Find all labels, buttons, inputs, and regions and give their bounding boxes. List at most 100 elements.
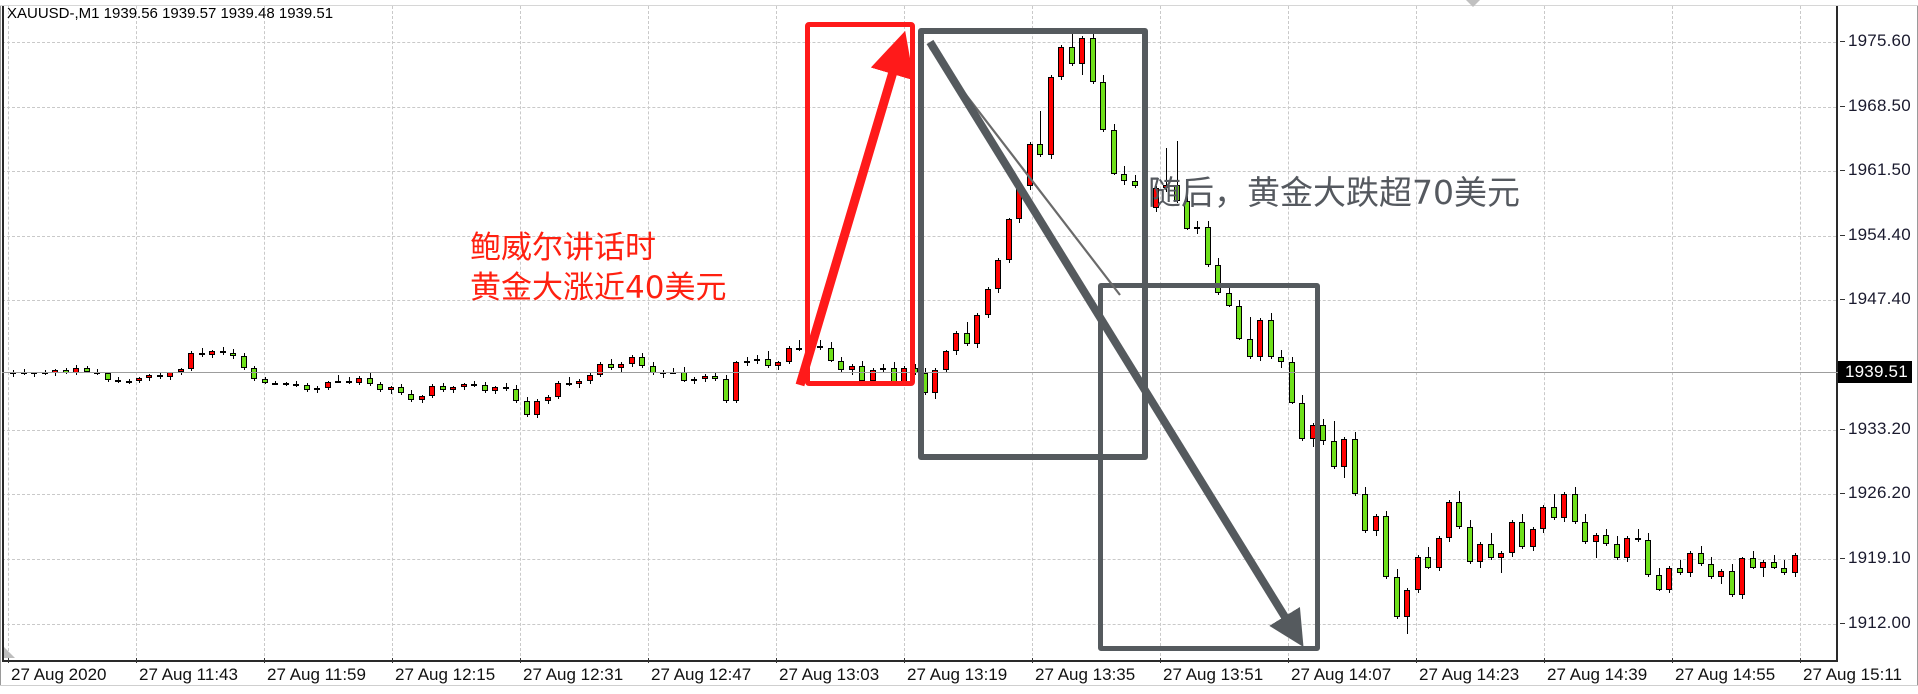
candle-body-down [241,355,247,368]
decline-box-lower [1098,283,1320,651]
candle-wick [663,369,664,378]
candle-body-down [1383,516,1389,577]
candle-body-down [482,385,488,391]
candle-body-down [1656,574,1662,590]
price-tick-mark [1840,234,1845,236]
price-tick-label: 1919.10 [1848,548,1911,568]
price-tick-label: 1954.40 [1848,224,1911,244]
candle-body-up [1593,534,1599,542]
candle-body-up [492,387,498,391]
plot-border-left [2,6,4,661]
candle-body-down [293,384,299,387]
time-tick-label: 27 Aug 13:03 [779,665,880,684]
candle-body-up [126,380,132,383]
candle-body-up [1718,571,1724,577]
price-tick-label: 1961.50 [1848,159,1911,179]
candle-body-up [1194,226,1200,229]
rally-highlight-box [805,22,915,386]
time-tick-mark [520,658,521,663]
time-tick-mark [1032,658,1033,663]
candle-body-down [1331,441,1337,467]
price-tick-mark [1840,429,1845,431]
price-tick-label: 1968.50 [1848,95,1911,115]
candle-body-up [587,375,593,381]
candle-body-down [283,383,289,386]
price-axis-tick: 1954.40 [1840,225,1918,244]
candle-body-up [178,368,184,373]
candle-body-down [1771,562,1777,568]
time-tick-label: 27 Aug 13:19 [907,665,1008,684]
candle-body-down [1467,527,1473,563]
candle-body-down [566,382,572,385]
candle-wick [296,380,297,388]
gridline-vertical [1544,6,1545,661]
candle-body-up [1666,567,1672,590]
candle-body-up [450,387,456,390]
candle-body-up [618,364,624,368]
candle-body-up [1446,501,1452,539]
candle-body-up [1530,529,1536,548]
candle-body-down [199,353,205,356]
price-axis-tick: 1926.20 [1840,483,1918,502]
gridline-vertical [8,6,9,661]
candle-body-down [408,393,414,400]
candle-wick [1596,532,1597,559]
candle-body-down [84,367,90,372]
candle-body-up [629,356,635,365]
gridline-vertical [520,6,521,661]
candle-body-down [1362,494,1368,531]
gridline-vertical [776,6,777,661]
time-tick-label: 27 Aug 14:55 [1675,665,1776,684]
candle-body-up [136,377,142,381]
time-tick-label: 27 Aug 14:07 [1291,665,1392,684]
price-tick-label: 1912.00 [1848,613,1911,633]
candle-body-up [1739,558,1745,596]
candle-body-down [796,347,802,350]
red-annotation-line-2: 黄金大涨近40美元 [470,270,727,307]
red-annotation-line-1: 鲍威尔讲话时 [470,230,656,266]
candle-body-down [765,358,771,367]
candle-body-up [188,353,194,369]
candle-wick [1554,494,1555,520]
gridline-horizontal [2,494,1836,496]
time-tick-mark [1544,658,1545,663]
time-tick-mark [264,658,265,663]
candle-body-down [1488,543,1494,559]
time-tick-mark [776,658,777,663]
candle-body-up [356,377,362,383]
candle-body-down [440,386,446,390]
candle-body-up [786,347,792,363]
candle-wick [202,347,203,357]
time-tick-label: 27 Aug 13:51 [1163,665,1264,684]
candle-wick [223,346,224,356]
candle-body-down [1551,507,1557,519]
candle-wick [1501,551,1502,574]
candle-body-up [335,380,341,383]
gridline-vertical [1800,6,1801,661]
candle-body-down [1519,521,1525,548]
candle-body-up [1404,589,1410,617]
candle-body-down [524,400,530,416]
gridline-vertical [1416,6,1417,661]
time-tick-label: 27 Aug 12:47 [651,665,752,684]
time-tick-mark [1160,658,1161,663]
plot-corner-marker-icon [4,647,15,658]
price-tick-label: 1975.60 [1848,30,1911,50]
gridline-horizontal [2,624,1836,626]
candle-wick [569,377,570,387]
price-axis[interactable]: 1975.60 1968.50 1961.50 1954.40 1947.40 1933.… [1840,0,1918,694]
plot-border-right [1836,6,1838,661]
price-axis-tick: 1968.50 [1840,96,1918,115]
top-center-marker-icon [1466,0,1480,7]
candle-wick [338,375,339,384]
candle-body-up [1498,552,1504,559]
candle-body-up [775,362,781,366]
candle-body-up [209,351,215,356]
time-tick-label: 27 Aug 14:39 [1547,665,1648,684]
candle-body-up [314,388,320,390]
time-axis[interactable]: 27 Aug 2020 27 Aug 11:43 27 Aug 11:59 27 Au… [0,658,1918,692]
candle-body-up [597,364,603,376]
gridline-vertical [136,6,137,661]
plot-border-bottom [2,660,1838,662]
